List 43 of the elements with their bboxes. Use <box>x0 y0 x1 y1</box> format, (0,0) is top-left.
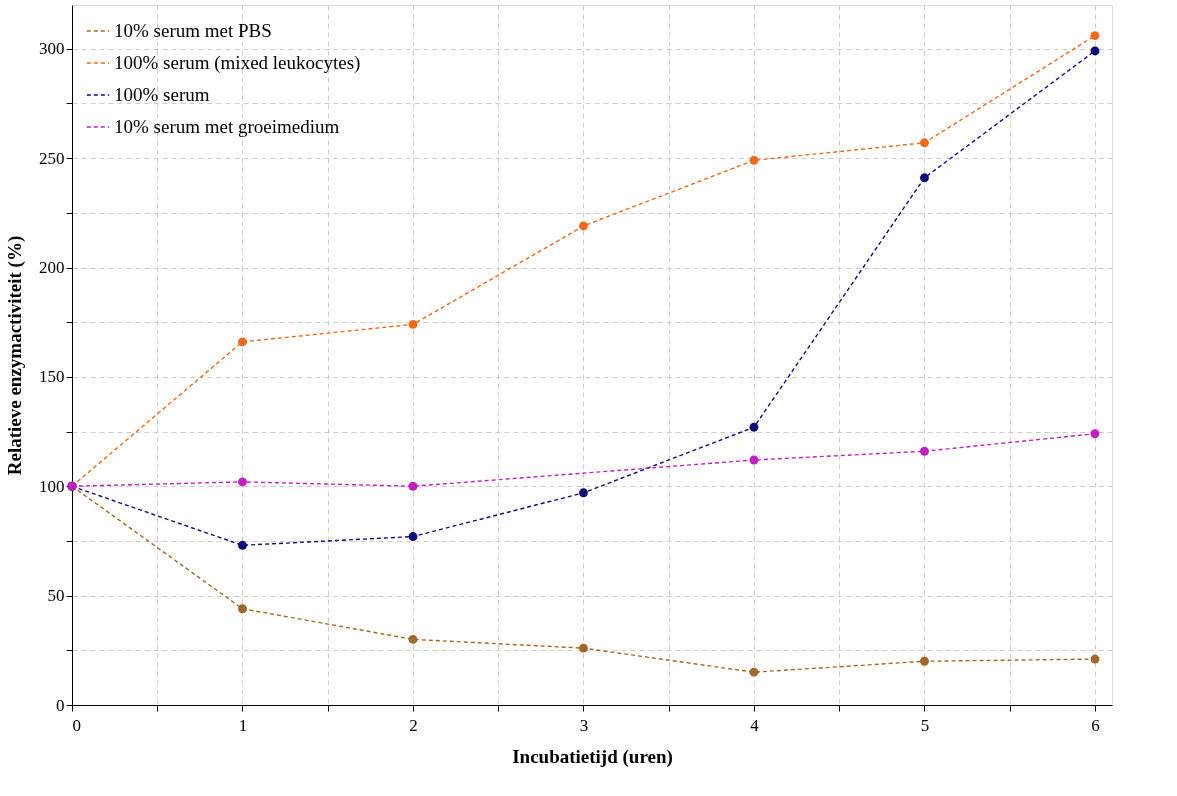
y-tick-label: 100 <box>39 476 65 496</box>
point <box>238 604 247 614</box>
y-tick-label: 0 <box>56 695 65 715</box>
y-axis-title: Relatieve enzymactiviteit (%) <box>4 235 26 476</box>
point <box>1090 31 1100 41</box>
point <box>749 155 759 165</box>
point <box>749 667 759 677</box>
point <box>408 532 418 542</box>
point <box>1090 654 1100 664</box>
point <box>579 488 588 498</box>
legend-label: 10% serum met groeimedium <box>114 116 340 137</box>
x-tick-label: 6 <box>1091 715 1100 735</box>
x-tick-label: 5 <box>920 715 930 735</box>
point <box>238 337 247 347</box>
point <box>919 138 929 148</box>
y-tick-label: 250 <box>39 148 65 168</box>
legend-label: 100% serum (mixed leukocytes) <box>114 52 361 74</box>
point <box>919 446 929 456</box>
point <box>919 656 929 666</box>
point <box>408 481 418 491</box>
y-tick-label: 50 <box>47 586 65 606</box>
point <box>749 422 759 432</box>
x-tick-label: 0 <box>72 715 81 735</box>
x-tick-label: 3 <box>579 715 589 735</box>
x-tick-label: 2 <box>409 715 418 735</box>
point <box>1090 46 1100 56</box>
x-tick-label: 4 <box>750 715 760 735</box>
legend-label: 10% serum met PBS <box>114 20 272 41</box>
legend-label: 100% serum <box>114 84 210 105</box>
point <box>408 634 418 644</box>
point <box>238 540 247 550</box>
x-axis-title: Incubatietijd (uren) <box>512 745 673 768</box>
point <box>1090 429 1100 439</box>
point <box>408 319 418 329</box>
point <box>238 477 247 487</box>
point <box>919 173 929 183</box>
y-tick-label: 150 <box>39 367 65 387</box>
point <box>579 221 588 231</box>
x-tick-label: 1 <box>238 715 248 735</box>
point <box>749 455 759 465</box>
point <box>579 643 588 653</box>
y-tick-label: 300 <box>39 39 65 59</box>
y-tick-label: 200 <box>39 258 65 277</box>
